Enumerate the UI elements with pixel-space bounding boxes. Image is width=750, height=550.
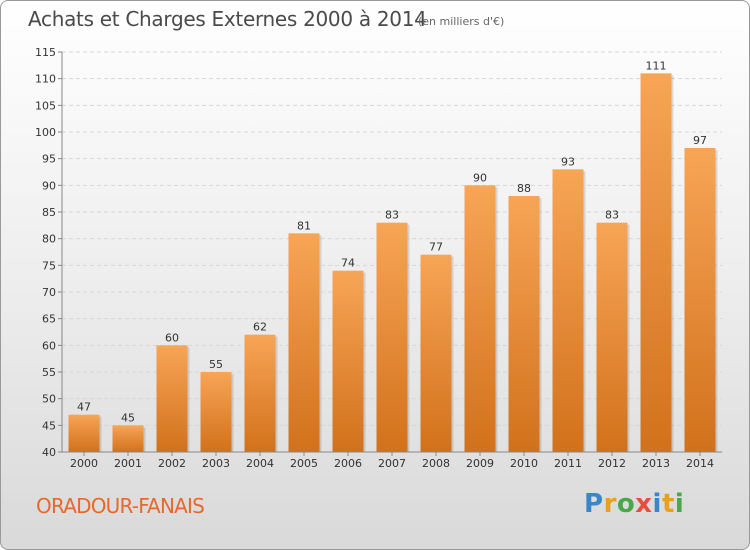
bar [420,254,452,452]
proxiti-logo[interactable]: Proxiti [584,489,684,519]
x-tick-label: 2002 [158,457,186,470]
bar [508,196,540,452]
bar [156,345,188,452]
bar [200,372,232,452]
bar-value-label: 45 [121,411,135,424]
bar-value-label: 93 [561,155,575,168]
bar [684,148,716,452]
chart-subtitle: (en milliers d'€) [418,15,505,28]
x-tick-label: 2010 [510,457,538,470]
x-tick-label: 2012 [598,457,626,470]
y-tick-label: 110 [35,73,56,86]
x-tick-label: 2006 [334,457,362,470]
bar-value-label: 83 [385,209,399,222]
y-tick-label: 70 [42,286,56,299]
bar-value-label: 62 [253,321,267,334]
y-tick-label: 60 [42,339,56,352]
bar-value-label: 83 [605,209,619,222]
bar-value-label: 60 [165,331,179,344]
x-tick-label: 2001 [114,457,142,470]
bar [464,185,496,453]
bar-value-label: 74 [341,257,355,270]
bar-value-label: 88 [517,182,531,195]
bar [332,270,364,452]
y-tick-label: 65 [42,313,56,326]
x-tick-label: 2003 [202,457,230,470]
y-tick-label: 90 [42,179,56,192]
logo-letter: i [652,489,662,519]
bar [552,169,584,453]
x-tick-label: 2004 [246,457,274,470]
logo-letter: x [635,489,653,519]
y-tick-label: 55 [42,366,56,379]
bar [288,233,320,452]
bar-value-label: 77 [429,241,443,254]
y-tick-label: 115 [35,46,56,59]
bar [244,334,276,452]
bar [68,414,100,452]
x-tick-label: 2014 [686,457,714,470]
y-tick-label: 100 [35,126,56,139]
bar-value-label: 97 [693,134,707,147]
commune-name: ORADOUR-FANAIS [36,494,205,518]
logo-letter: r [603,489,617,519]
bar-value-label: 47 [77,401,91,414]
x-tick-label: 2009 [466,457,494,470]
bar-value-label: 55 [209,358,223,371]
y-tick-label: 75 [42,259,56,272]
y-tick-label: 80 [42,233,56,246]
y-tick-label: 45 [42,419,56,432]
x-tick-label: 2008 [422,457,450,470]
bar [640,73,672,452]
y-tick-label: 85 [42,206,56,219]
bar-value-label: 81 [297,219,311,232]
chart-title: Achats et Charges Externes 2000 à 2014 [28,7,427,31]
bar-value-label: 111 [646,59,667,72]
x-tick-label: 2007 [378,457,406,470]
x-tick-label: 2013 [642,457,670,470]
y-tick-label: 50 [42,393,56,406]
y-tick-label: 95 [42,153,56,166]
bar [112,425,144,452]
logo-letter: t [661,489,675,519]
bar [596,222,628,452]
logo-letter: P [584,489,604,519]
logo-letter: i [674,489,685,519]
x-tick-label: 2005 [290,457,318,470]
y-tick-label: 105 [35,99,56,112]
bar-value-label: 90 [473,171,487,184]
y-tick-label: 40 [42,446,56,459]
x-tick-label: 2011 [554,457,582,470]
bar [376,222,408,452]
x-tick-label: 2000 [70,457,98,470]
logo-letter: o [616,489,636,519]
